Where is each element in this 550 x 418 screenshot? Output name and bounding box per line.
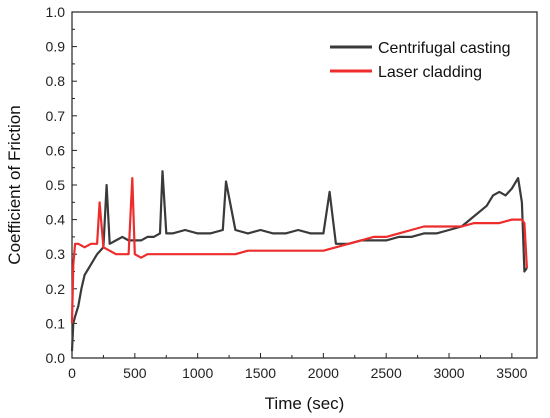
y-tick-label: 0.0	[46, 350, 66, 366]
x-tick-label: 2500	[371, 365, 402, 381]
x-axis-title: Time (sec)	[265, 394, 345, 413]
y-tick-label: 0.8	[46, 73, 66, 89]
y-tick-label: 0.5	[46, 177, 66, 193]
series-layer	[70, 170, 528, 352]
x-tick-label: 3000	[433, 365, 464, 381]
y-axis-title: Coefficient of Friction	[5, 105, 24, 264]
legend-label-centrifugal-casting: Centrifugal casting	[378, 40, 511, 57]
y-tick-label: 0.7	[46, 108, 66, 124]
y-axis: 0.0 0.1 0.2 0.3 0.4 0.5 0.6 0.7 0.8 0.9 1.0	[46, 4, 77, 366]
legend: Centrifugal casting Laser cladding	[330, 40, 511, 81]
y-tick-label: 1.0	[46, 4, 66, 20]
y-tick-label: 0.1	[46, 315, 66, 331]
y-tick-label: 0.4	[46, 212, 66, 228]
x-tick-label: 0	[68, 365, 76, 381]
y-tick-label: 0.3	[46, 246, 66, 262]
x-tick-label: 3500	[496, 365, 527, 381]
y-tick-label: 0.2	[46, 281, 66, 297]
legend-label-laser-cladding: Laser cladding	[378, 64, 482, 81]
series-line-centrifugal-casting	[70, 170, 528, 352]
y-tick-label: 0.6	[46, 142, 66, 158]
series-line-laser-cladding	[70, 177, 528, 324]
y-tick-label: 0.9	[46, 39, 66, 55]
x-tick-label: 1500	[245, 365, 276, 381]
x-tick-label: 2000	[308, 365, 339, 381]
x-axis: 0 500 1000 1500 2000 2500 3000 3500	[68, 353, 528, 381]
x-tick-label: 1000	[182, 365, 213, 381]
x-tick-label: 500	[123, 365, 147, 381]
